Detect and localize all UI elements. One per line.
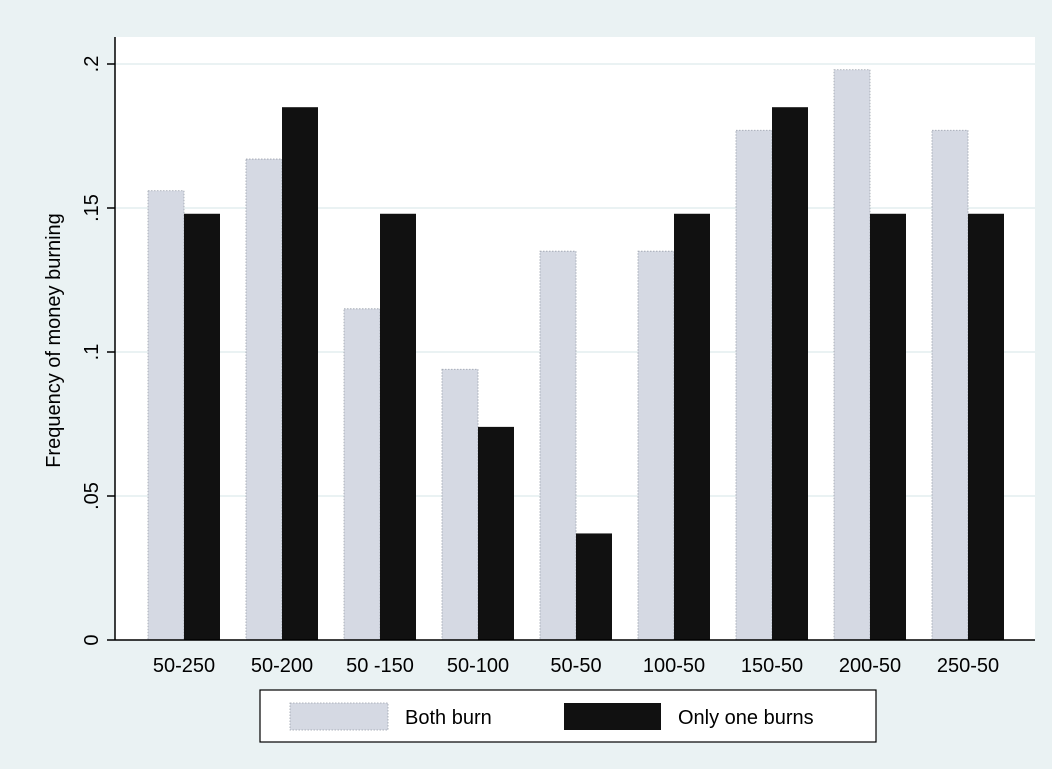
legend-swatch-both-burn [289,702,389,731]
bar-both-burn [343,308,381,641]
bar-both-burn [539,250,577,641]
bar-both-burn [637,250,675,641]
x-tick-label: 200-50 [839,655,901,677]
bar-only-one-burns [870,213,906,640]
y-tick-label: 0 [81,634,103,645]
legend-swatch-only-one-burns [564,703,661,730]
x-tick-label: 50-250 [153,655,215,677]
x-tick-label: 150-50 [741,655,803,677]
bar-only-one-burns [478,426,514,640]
bar-only-one-burns [282,107,318,640]
x-tick-label: 100-50 [643,655,705,677]
axes: 50-250 50-200 50 -150 50-100 50-50 100-50 150-… [81,37,1035,677]
x-tick-label: 50-100 [447,655,509,677]
bar-only-one-burns [380,213,416,640]
bars [147,69,1004,641]
bar-only-one-burns [772,107,808,640]
y-tick-label: .1 [81,344,103,361]
legend-label-both-burn: Both burn [405,707,492,729]
x-tick-label: 250-50 [937,655,999,677]
x-tick-label: 50-200 [251,655,313,677]
y-tick-label: .05 [81,482,103,510]
y-tick-label: .2 [81,56,103,73]
bar-both-burn [147,190,185,641]
bar-only-one-burns [184,213,220,640]
bar-both-burn [833,69,871,641]
y-axis-title: Frequency of money burning [43,213,65,468]
bar-only-one-burns [968,213,1004,640]
legend-label-only-one-burns: Only one burns [678,707,814,729]
bar-only-one-burns [674,213,710,640]
bar-both-burn [441,368,479,641]
x-tick-label: 50-50 [550,655,601,677]
bar-both-burn [931,129,969,641]
x-tick-label: 50 -150 [346,655,414,677]
bar-both-burn [735,129,773,641]
legend: Both burn Only one burns [259,689,877,743]
bar-only-one-burns [576,533,612,640]
y-tick-label: .15 [81,194,103,222]
bar-both-burn [245,158,283,641]
